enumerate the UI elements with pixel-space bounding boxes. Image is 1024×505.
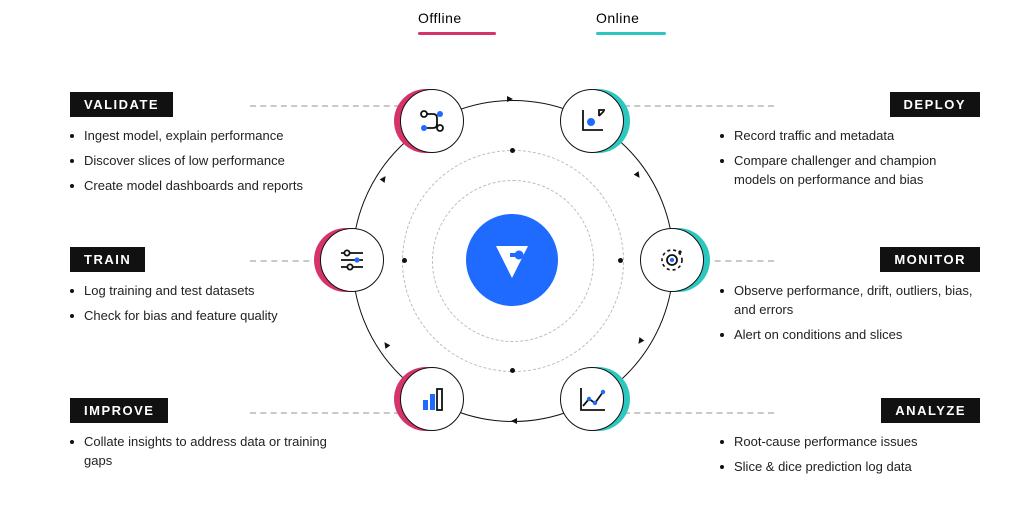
node-deploy <box>560 89 624 153</box>
label-online-text: Online <box>596 10 639 26</box>
bullet: Create model dashboards and reports <box>70 177 330 196</box>
node-train <box>320 228 384 292</box>
bullet: Slice & dice prediction log data <box>720 458 980 477</box>
bullet: Log training and test datasets <box>70 282 330 301</box>
bullet: Collate insights to address data or trai… <box>70 433 330 471</box>
section-train: TRAIN Log training and test datasets Che… <box>70 247 330 332</box>
tag-deploy: DEPLOY <box>890 92 980 117</box>
label-offline-text: Offline <box>418 10 462 26</box>
bullet: Observe performance, drift, outliers, bi… <box>720 282 980 320</box>
chart-box-icon <box>575 104 609 138</box>
branch-icon <box>415 104 449 138</box>
bullet: Root-cause performance issues <box>720 433 980 452</box>
infographic-canvas: Offline Online VALIDATE Ingest model, ex… <box>0 0 1024 505</box>
section-improve: IMPROVE Collate insights to address data… <box>70 398 330 477</box>
line-chart-icon <box>575 382 609 416</box>
node-validate <box>400 89 464 153</box>
tag-train: TRAIN <box>70 247 145 272</box>
bullet: Ingest model, explain performance <box>70 127 330 146</box>
underline-offline <box>418 32 496 35</box>
bullet: Discover slices of low performance <box>70 152 330 171</box>
tag-monitor: MONITOR <box>880 247 980 272</box>
bullet: Record traffic and metadata <box>720 127 980 146</box>
node-improve <box>400 367 464 431</box>
section-validate: VALIDATE Ingest model, explain performan… <box>70 92 330 202</box>
section-monitor: MONITOR Observe performance, drift, outl… <box>720 247 980 351</box>
bar-chart-icon <box>415 382 449 416</box>
tag-improve: IMPROVE <box>70 398 168 423</box>
node-analyze <box>560 367 624 431</box>
bullet: Check for bias and feature quality <box>70 307 330 326</box>
tag-validate: VALIDATE <box>70 92 173 117</box>
bullet: Compare challenger and champion models o… <box>720 152 980 190</box>
sliders-icon <box>335 243 369 277</box>
tag-analyze: ANALYZE <box>881 398 980 423</box>
label-online: Online <box>596 10 666 35</box>
section-deploy: DEPLOY Record traffic and metadata Compa… <box>720 92 980 196</box>
label-offline: Offline <box>418 10 496 35</box>
bullet: Alert on conditions and slices <box>720 326 980 345</box>
brand-logo <box>466 214 558 306</box>
node-monitor <box>640 228 704 292</box>
cycle-ring <box>352 100 672 420</box>
eye-orbit-icon <box>654 242 690 278</box>
underline-online <box>596 32 666 35</box>
section-analyze: ANALYZE Root-cause performance issues Sl… <box>720 398 980 483</box>
